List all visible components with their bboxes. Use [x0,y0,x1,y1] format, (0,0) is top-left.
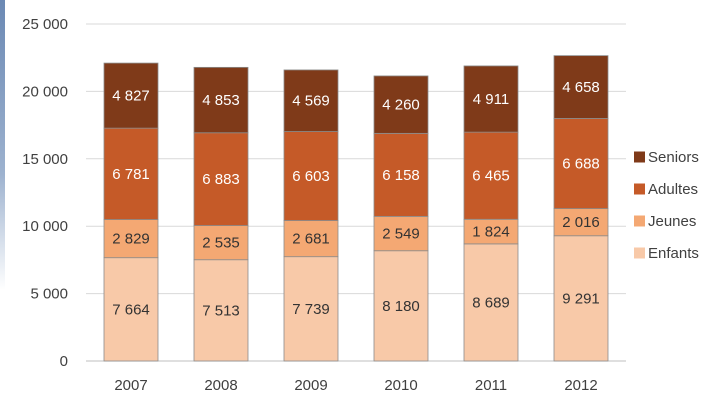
data-label-adultes-2008: 6 883 [202,171,240,188]
bar-adultes-2011 [463,131,519,220]
y-tick-label-3: 15 000 [22,151,68,168]
bar-enfants-2009 [283,256,339,362]
data-label-jeunes-2009: 2 681 [292,231,330,248]
y-tick-label-4: 20 000 [22,83,68,100]
bar-enfants-2007 [103,257,159,362]
data-label-adultes-2010: 6 158 [382,167,420,184]
bar-seniors-2010 [373,75,429,134]
data-label-jeunes-2011: 1 824 [472,224,510,241]
data-label-adultes-2012: 6 688 [562,156,600,173]
bar-jeunes-2009 [283,220,339,258]
data-label-seniors-2010: 4 260 [382,97,420,114]
legend-swatch-adultes [634,183,645,195]
bar-jeunes-2007 [103,219,159,259]
legend-label-adultes: Adultes [648,181,698,198]
y-tick-label-2: 10 000 [22,218,68,235]
legend-label-jeunes: Jeunes [648,213,696,230]
data-label-adultes-2007: 6 781 [112,166,150,183]
data-label-adultes-2009: 6 603 [292,168,330,185]
x-axis-tick-labels: 2007 2008 2009 2010 2011 2012 [114,377,597,394]
bar-seniors-2011 [463,65,519,133]
data-label-enfants-2010: 8 180 [382,298,420,315]
data-label-jeunes-2008: 2 535 [202,235,240,252]
data-label-seniors-2008: 4 853 [202,92,240,109]
bar-adultes-2007 [103,127,159,220]
legend-swatch-seniors [634,151,645,163]
bar-seniors-2012 [553,55,609,119]
edge-accent-decoration [0,0,5,290]
data-label-enfants-2012: 9 291 [562,290,600,307]
bar-seniors-2008 [193,66,249,134]
x-tick-label-2007: 2007 [114,377,147,393]
data-label-enfants-2008: 7 513 [202,302,240,319]
legend: Seniors Adultes Jeunes Enfants [634,149,699,262]
bar-jeunes-2008 [193,225,249,261]
bar-adultes-2010 [373,132,429,217]
legend-label-enfants: Enfants [648,245,699,262]
bars: 7 664 2 829 6 781 4 827 7 513 2 535 6 883 4 853… [103,55,609,362]
x-tick-label-2012: 2012 [564,377,597,393]
x-tick-label-2010: 2010 [384,377,417,393]
data-label-enfants-2009: 7 739 [292,301,330,318]
data-label-seniors-2007: 4 827 [112,88,150,105]
data-label-seniors-2012: 4 658 [562,79,600,96]
data-label-jeunes-2012: 2 016 [562,214,600,231]
legend-label-seniors: Seniors [648,149,699,166]
bar-seniors-2007 [103,62,159,129]
y-axis-tick-labels: 0 5 000 10 000 15 000 20 000 25 000 [22,16,68,370]
data-label-enfants-2007: 7 664 [112,301,150,318]
y-tick-label-5: 25 000 [22,16,68,33]
y-tick-label-0: 0 [60,353,68,370]
bar-jeunes-2012 [553,208,609,237]
bar-adultes-2012 [553,118,609,209]
x-tick-label-2011: 2011 [475,377,507,393]
bar-enfants-2011 [463,243,519,362]
bar-adultes-2009 [283,131,339,221]
data-label-adultes-2011: 6 465 [472,168,510,185]
data-label-enfants-2011: 8 689 [472,294,510,311]
data-label-seniors-2009: 4 569 [292,93,330,110]
data-label-jeunes-2010: 2 549 [382,226,420,243]
bar-enfants-2010 [373,250,429,362]
x-tick-label-2008: 2008 [204,377,237,393]
data-label-jeunes-2007: 2 829 [112,231,150,248]
legend-swatch-jeunes [634,215,645,227]
bar-jeunes-2010 [373,215,429,252]
bar-enfants-2012 [553,235,609,362]
legend-swatch-enfants [634,247,645,259]
bar-seniors-2009 [283,69,339,132]
bar-enfants-2008 [193,259,249,362]
x-tick-label-2009: 2009 [294,377,327,393]
gridlines [86,23,626,362]
data-label-seniors-2011: 4 911 [473,91,509,108]
bar-adultes-2008 [193,132,249,226]
y-tick-label-1: 5 000 [30,286,68,303]
